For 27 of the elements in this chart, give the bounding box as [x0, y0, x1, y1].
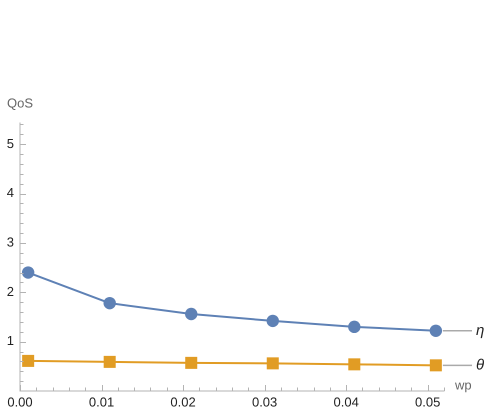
point: [430, 359, 442, 372]
x-tick-label: 0.03: [252, 394, 278, 410]
y-axis-title: QoS: [6, 96, 34, 111]
x-tick-label: 0.05: [415, 394, 440, 410]
point: [22, 266, 34, 279]
point: [185, 356, 198, 369]
point: [185, 308, 198, 320]
x-tick-label: 0.00: [7, 394, 33, 410]
point: [104, 356, 116, 368]
x-tick-label: 0.02: [170, 394, 196, 410]
y-tick-label: 5: [6, 136, 14, 151]
y-tick-label: 1: [6, 333, 14, 348]
point: [430, 324, 442, 337]
point: [348, 358, 360, 370]
y-tick-label: 4: [6, 185, 14, 200]
x-axis-title: wp: [454, 378, 472, 393]
point: [266, 314, 279, 328]
point: [103, 296, 116, 310]
x-tick-label: 0.01: [88, 394, 114, 410]
point: [266, 357, 279, 370]
point: [22, 354, 34, 367]
x-tick-label: 0.04: [334, 394, 359, 410]
text: θ: [476, 356, 484, 374]
y-tick-label: 2: [6, 284, 14, 299]
y-tick-label: 3: [6, 234, 14, 250]
text: η: [476, 322, 484, 339]
point: [348, 320, 361, 334]
